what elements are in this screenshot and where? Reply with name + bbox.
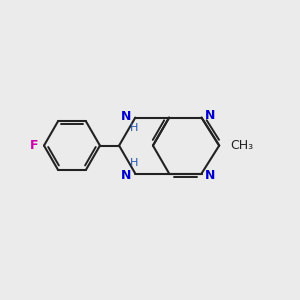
Text: N: N (122, 110, 132, 123)
Text: F: F (30, 139, 39, 152)
Text: H: H (130, 158, 138, 168)
Text: N: N (122, 169, 132, 182)
Text: N: N (205, 109, 215, 122)
Text: H: H (130, 124, 138, 134)
Text: CH₃: CH₃ (230, 139, 254, 152)
Text: N: N (205, 169, 215, 182)
